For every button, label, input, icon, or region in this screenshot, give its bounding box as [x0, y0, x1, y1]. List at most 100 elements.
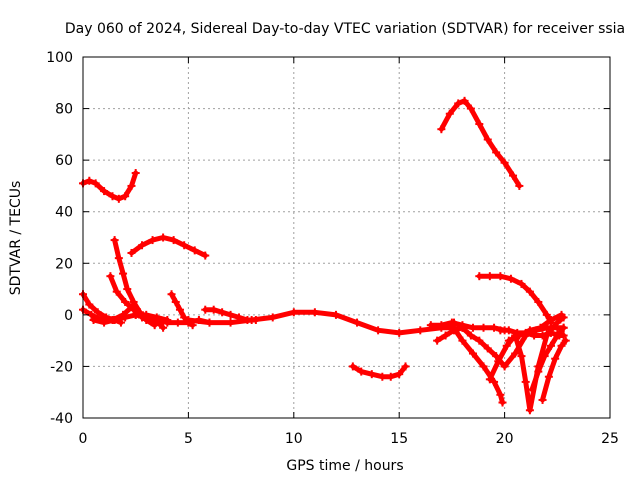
- x-tick-label: 5: [184, 431, 193, 447]
- data-point: [357, 367, 366, 376]
- data-point: [475, 272, 484, 281]
- y-tick-label: 80: [55, 102, 73, 118]
- series-23: [504, 310, 566, 345]
- data-point: [468, 349, 477, 358]
- data-point: [123, 285, 132, 294]
- x-tick-label: 0: [79, 431, 88, 447]
- data-point: [138, 241, 147, 250]
- data-point: [500, 158, 509, 167]
- data-point: [530, 331, 539, 340]
- data-point: [551, 354, 560, 363]
- data-point: [511, 349, 520, 358]
- data-traces: [79, 96, 570, 415]
- series-trace: [476, 273, 554, 326]
- data-point: [114, 194, 123, 203]
- data-point: [226, 318, 235, 327]
- data-point: [521, 377, 530, 386]
- data-point: [395, 370, 404, 379]
- data-point: [416, 326, 425, 335]
- data-point: [458, 336, 467, 345]
- data-point: [517, 279, 526, 288]
- data-point: [559, 323, 568, 332]
- data-point: [121, 313, 130, 322]
- data-point: [485, 375, 494, 384]
- data-point: [401, 362, 410, 371]
- data-point: [108, 192, 117, 201]
- data-point: [247, 316, 256, 325]
- data-point: [184, 316, 193, 325]
- data-point: [110, 236, 119, 245]
- data-point: [485, 272, 494, 281]
- data-point: [466, 331, 475, 340]
- data-point: [509, 171, 518, 180]
- data-point: [460, 96, 469, 105]
- data-point: [546, 341, 555, 350]
- data-point: [546, 328, 555, 337]
- data-point: [490, 323, 499, 332]
- y-tick-label: 40: [55, 205, 73, 221]
- data-point: [437, 321, 446, 330]
- data-point: [100, 318, 109, 327]
- data-point: [378, 372, 387, 381]
- data-point: [490, 377, 499, 386]
- x-tick-label: 25: [601, 431, 619, 447]
- series-22: [538, 336, 570, 404]
- series-1: [79, 169, 140, 203]
- data-point: [538, 395, 547, 404]
- data-point: [395, 328, 404, 337]
- series-13: [437, 96, 524, 190]
- data-point: [190, 246, 199, 255]
- data-point: [167, 290, 176, 299]
- data-point: [159, 323, 168, 332]
- data-point: [129, 297, 138, 306]
- data-point: [525, 326, 534, 335]
- data-point: [447, 321, 456, 330]
- chart-title: Day 060 of 2024, Sidereal Day-to-day VTE…: [65, 21, 625, 37]
- data-point: [374, 326, 383, 335]
- y-tick-label: -20: [50, 359, 73, 375]
- data-point: [159, 233, 168, 242]
- data-point: [114, 254, 123, 263]
- data-point: [127, 181, 136, 190]
- data-point: [468, 323, 477, 332]
- y-tick-label: 0: [64, 308, 73, 324]
- data-point: [353, 318, 362, 327]
- x-tick-label: 20: [496, 431, 514, 447]
- data-point: [496, 390, 505, 399]
- data-point: [93, 308, 102, 317]
- data-point: [557, 310, 566, 319]
- data-point: [218, 308, 227, 317]
- data-point: [479, 362, 488, 371]
- data-point: [561, 336, 570, 345]
- data-point: [163, 318, 172, 327]
- data-point: [441, 331, 450, 340]
- grid-lines: [83, 57, 610, 418]
- data-point: [496, 326, 505, 335]
- data-point: [517, 352, 526, 361]
- data-point: [483, 135, 492, 144]
- data-point: [525, 406, 534, 415]
- data-point: [504, 336, 513, 345]
- data-point: [89, 316, 98, 325]
- data-point: [502, 341, 511, 350]
- data-point: [433, 336, 442, 345]
- data-point: [525, 287, 534, 296]
- data-point: [534, 297, 543, 306]
- data-point: [492, 148, 501, 157]
- data-point: [483, 344, 492, 353]
- y-axis-label: SDTVAR / TECUs: [8, 181, 24, 296]
- data-point: [536, 323, 545, 332]
- data-point: [85, 300, 94, 309]
- data-point: [91, 179, 100, 188]
- x-axis-label: GPS time / hours: [286, 458, 403, 474]
- data-point: [498, 398, 507, 407]
- series-trace: [434, 325, 465, 344]
- data-point: [544, 372, 553, 381]
- data-point: [553, 318, 562, 327]
- data-point: [475, 336, 484, 345]
- data-point: [386, 372, 395, 381]
- data-point: [553, 331, 562, 340]
- data-point: [454, 99, 463, 108]
- data-point: [201, 251, 210, 260]
